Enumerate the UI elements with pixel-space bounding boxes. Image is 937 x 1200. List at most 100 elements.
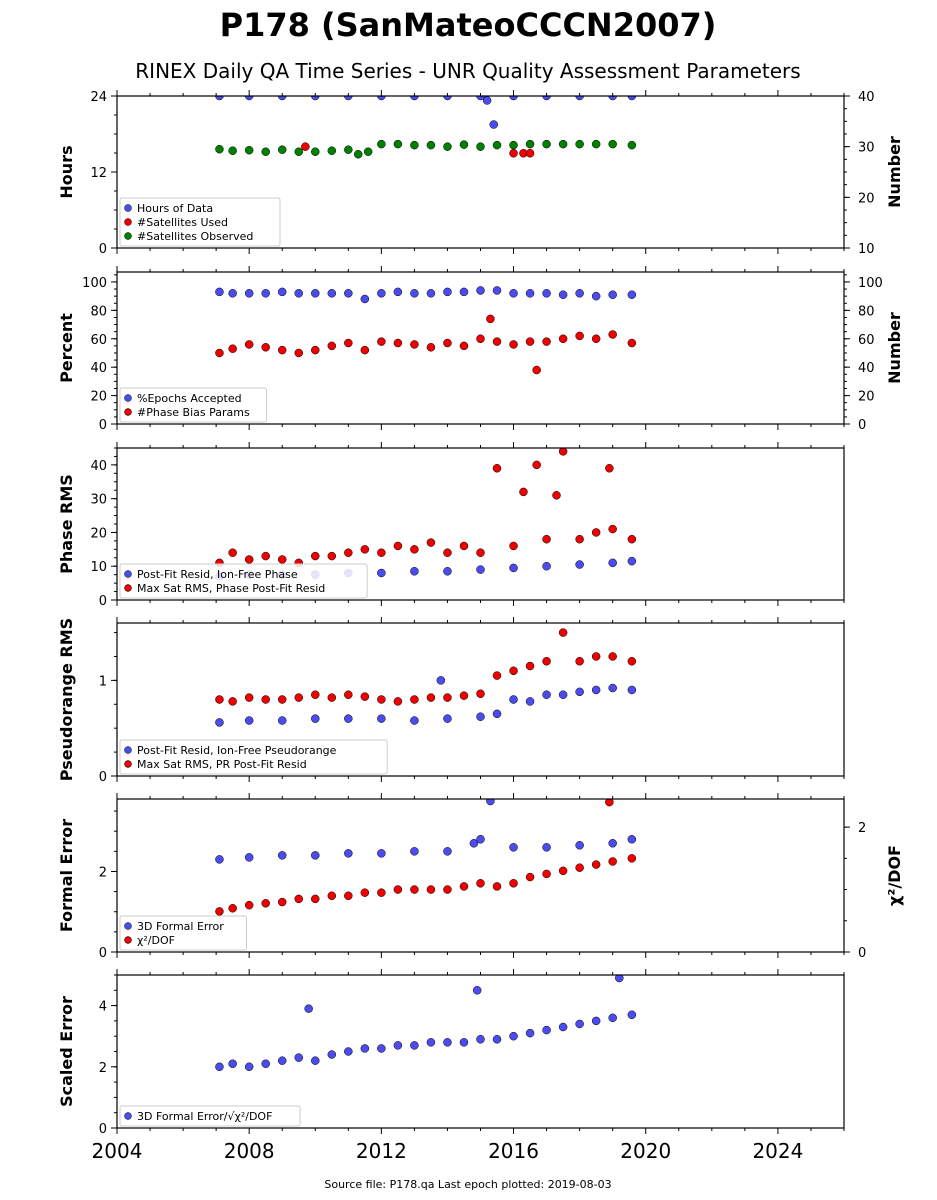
- data-point-1: [244, 1062, 254, 1072]
- data-point-1: [215, 718, 224, 727]
- data-point-2: [476, 689, 485, 699]
- legend-marker: [124, 218, 132, 226]
- data-point-1: [591, 1016, 601, 1026]
- data-point-1: [476, 96, 485, 101]
- data-point-2: [627, 854, 637, 863]
- y-tick-label: 30: [90, 493, 107, 508]
- data-point-3: [215, 144, 224, 154]
- legend-label: %Epochs Accepted: [137, 392, 242, 405]
- data-point-1: [492, 286, 502, 295]
- data-point-2: [228, 697, 237, 706]
- data-point-2: [360, 545, 370, 554]
- data-point-1: [311, 289, 320, 298]
- legend: 3D Formal Error/√χ²/DOF: [119, 1105, 301, 1127]
- data-point-2: [552, 491, 561, 500]
- data-point-2: [426, 538, 436, 547]
- data-point-2: [344, 548, 353, 557]
- data-point-2: [244, 340, 254, 349]
- data-point-1: [344, 289, 353, 298]
- data-point-2: [575, 331, 584, 341]
- data-point-2: [591, 528, 601, 537]
- data-point-1: [443, 1038, 452, 1047]
- data-point-1: [509, 843, 518, 852]
- y-right-tick-label: 20: [858, 390, 875, 405]
- data-point-3: [525, 139, 535, 149]
- data-point-2: [377, 695, 386, 704]
- data-point-2: [426, 693, 436, 702]
- data-points: [215, 799, 637, 916]
- data-point-1: [277, 716, 287, 725]
- data-point-1: [277, 287, 287, 297]
- data-point-1: [261, 1059, 270, 1068]
- data-point-1: [215, 96, 224, 101]
- y-tick-label: 0: [99, 770, 107, 785]
- y-axis-label: Pseudorange RMS: [57, 618, 76, 781]
- data-point-1: [591, 291, 601, 301]
- y-axis-label-right: Number: [885, 312, 904, 384]
- data-point-1: [311, 96, 320, 101]
- legend-label: χ²/DOF: [137, 934, 175, 947]
- plot-frame: [116, 271, 845, 425]
- data-point-1: [509, 695, 518, 704]
- legend-marker: [124, 760, 132, 768]
- data-point-1: [575, 560, 584, 569]
- y-tick-label: 0: [99, 594, 107, 609]
- x-tick-label: 2016: [488, 1139, 539, 1163]
- data-point-2: [558, 866, 568, 876]
- data-point-2: [294, 894, 303, 904]
- data-point-1: [311, 851, 320, 860]
- data-point-1: [575, 687, 584, 697]
- data-point-1: [482, 96, 492, 105]
- data-point-2: [393, 697, 403, 706]
- data-point-2: [294, 693, 303, 702]
- data-point-1: [215, 287, 224, 297]
- y-axis-label: Phase RMS: [57, 474, 76, 574]
- data-point-2: [393, 338, 403, 348]
- data-point-1: [360, 1044, 370, 1053]
- data-point-3: [492, 140, 502, 150]
- data-point-1: [377, 289, 386, 298]
- data-point-2: [294, 348, 303, 358]
- data-point-2: [605, 464, 614, 473]
- y-axis-label: Percent: [57, 313, 76, 383]
- data-point-2: [591, 334, 601, 344]
- data-point-1: [244, 716, 254, 725]
- data-point-1: [627, 835, 637, 844]
- y-tick-label: 0: [99, 946, 107, 961]
- data-point-1: [327, 289, 337, 298]
- y-tick-label: 0: [99, 242, 107, 257]
- data-points: [215, 448, 637, 581]
- data-point-1: [469, 839, 479, 848]
- data-point-2: [277, 345, 287, 355]
- data-point-1: [377, 96, 386, 101]
- legend-marker: [124, 570, 132, 578]
- data-point-1: [344, 849, 353, 858]
- data-point-1: [542, 289, 551, 298]
- data-point-1: [215, 855, 224, 864]
- data-point-2: [410, 340, 419, 349]
- data-point-2: [532, 365, 541, 375]
- data-point-1: [525, 697, 535, 706]
- data-point-1: [627, 556, 637, 566]
- data-point-3: [244, 145, 254, 155]
- x-tick-label: 2024: [752, 1139, 803, 1163]
- data-point-3: [327, 146, 337, 155]
- data-point-2: [486, 314, 495, 324]
- data-point-2: [542, 534, 551, 544]
- data-point-1: [615, 975, 624, 983]
- legend-label: Max Sat RMS, PR Post-Fit Resid: [137, 758, 307, 771]
- figure-title: P178 (SanMateoCCCN2007): [220, 6, 717, 44]
- data-point-2: [215, 695, 224, 704]
- y-axis-label: Scaled Error: [57, 996, 76, 1107]
- data-point-2: [591, 860, 601, 869]
- legend-marker: [124, 936, 132, 944]
- data-point-2: [605, 799, 614, 807]
- data-point-1: [608, 558, 617, 568]
- data-point-3: [575, 139, 584, 149]
- y-right-tick-label: 40: [858, 361, 875, 376]
- x-tick-label: 2012: [356, 1139, 407, 1163]
- data-point-2: [542, 869, 551, 879]
- legend-marker: [124, 584, 132, 592]
- legend: Hours of Data#Satellites Used#Satellites…: [119, 197, 281, 247]
